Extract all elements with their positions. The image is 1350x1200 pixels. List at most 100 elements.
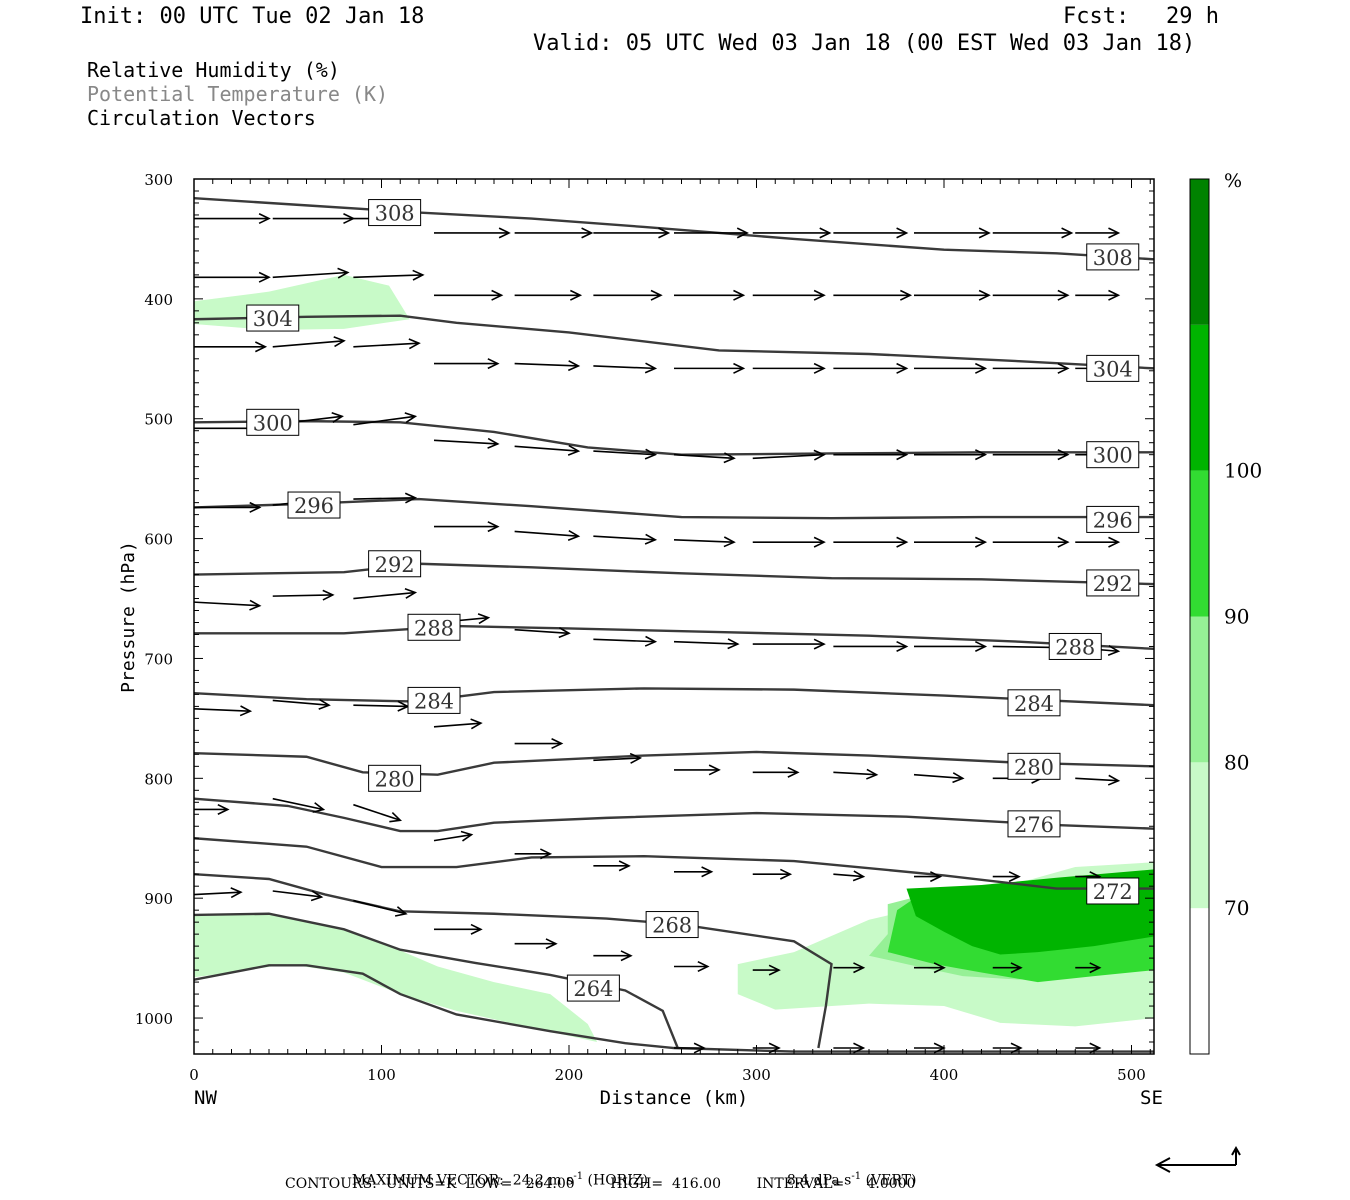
circulation-vector — [353, 492, 418, 504]
vector-head — [337, 267, 350, 279]
vector-shaft — [194, 707, 251, 712]
circulation-vector — [752, 638, 826, 650]
circulation-vector — [833, 870, 866, 882]
vector-head — [896, 362, 909, 374]
vector-head — [404, 587, 418, 599]
vector-head — [853, 962, 866, 974]
theta-contour-304 — [194, 314, 1154, 370]
circulation-vector — [593, 635, 658, 647]
vector-shaft — [673, 640, 738, 645]
circulation-vector — [272, 336, 346, 348]
theta-label-272-0: 272 — [1093, 880, 1133, 904]
circulation-vector — [353, 412, 418, 426]
vector-head — [896, 449, 909, 461]
colorbar-segment-1 — [1190, 762, 1209, 909]
max-vector-horizontal-unit: (HORIZ) — [587, 1172, 648, 1189]
x-axis-left-end-label: NW — [194, 1087, 217, 1109]
vector-shaft — [272, 340, 345, 348]
circulation-vector — [752, 362, 826, 374]
theta-label-box-296-1 — [1086, 505, 1140, 533]
legend-potential-temperature: Potential Temperature (K) — [87, 82, 389, 106]
vector-head — [1108, 289, 1121, 301]
vector-head — [249, 599, 262, 611]
theta-label-box-280-0 — [368, 764, 422, 792]
vector-head — [727, 638, 740, 650]
footer-max-vector-vertical: 8.4 dPa s-1 (VERT) — [778, 1158, 917, 1188]
circulation-vector — [752, 289, 826, 301]
circulation-vector — [514, 938, 558, 950]
vector-head — [723, 536, 736, 548]
circulation-vector — [433, 830, 474, 842]
theta-label-292-0: 292 — [375, 553, 415, 577]
theta-contour-284 — [194, 687, 1154, 707]
vector-head — [813, 449, 826, 461]
circulation-vector — [514, 738, 564, 750]
circulation-vector — [1075, 962, 1102, 974]
vector-head — [813, 362, 826, 374]
circulation-vector — [752, 868, 793, 880]
theta-label-box-292-1 — [1086, 569, 1140, 597]
circulation-vector — [194, 501, 262, 513]
forecast-hour-label: Fcst: — [1063, 4, 1130, 29]
vector-head — [974, 449, 988, 461]
theta-label-296-0: 296 — [294, 494, 334, 518]
vector-head — [498, 227, 511, 239]
circulation-vector — [514, 444, 581, 456]
circulation-vector — [514, 627, 571, 639]
theta-label-304-0: 304 — [253, 307, 293, 331]
vector-head — [768, 1042, 781, 1054]
vector-head — [813, 289, 826, 301]
theta-contour-292 — [194, 562, 1154, 586]
circulation-vector — [593, 752, 643, 764]
colorbar-level-label: 90 — [1224, 605, 1249, 629]
theta-label-box-264-0 — [566, 974, 620, 1002]
vector-shaft — [593, 450, 656, 456]
circulation-vector — [1075, 227, 1121, 239]
vector-head — [333, 336, 346, 348]
theta-label-280-0: 280 — [375, 767, 415, 791]
vector-shaft — [353, 497, 416, 500]
circulation-vector — [992, 449, 1070, 461]
vector-head — [852, 870, 866, 882]
circulation-vector — [514, 360, 581, 372]
vector-head — [974, 640, 988, 652]
vector-shaft — [593, 757, 641, 762]
vector-shaft — [593, 638, 656, 643]
vector-shaft — [194, 601, 260, 607]
vector-head — [974, 362, 988, 374]
y-tick-label: 800 — [144, 770, 173, 788]
circulation-vector — [434, 521, 500, 533]
circulation-vector — [353, 899, 408, 917]
vector-shaft — [593, 365, 656, 370]
colorbar-level-label: 100 — [1224, 459, 1262, 483]
vector-head — [733, 289, 746, 301]
vector-head — [491, 289, 504, 301]
circulation-vector — [353, 269, 425, 281]
footer-contours: CONTOURS: UNITS=K LOW= 264.00 HIGH= 416.… — [285, 1176, 916, 1192]
circulation-vector — [913, 772, 965, 784]
vector-head — [819, 227, 832, 239]
theta-label-box-288-0 — [407, 613, 461, 641]
vector-head — [1057, 536, 1070, 548]
theta-label-288-1: 288 — [1055, 635, 1095, 659]
circulation-vector — [593, 448, 658, 460]
vector-shaft — [353, 591, 416, 600]
colorbar-segment-0 — [1190, 908, 1209, 1054]
vector-shaft — [272, 594, 333, 597]
valid-time: Valid: 05 UTC Wed 03 Jan 18 (00 EST Wed … — [533, 31, 1196, 56]
vector-head — [217, 803, 230, 815]
theta-contour-280 — [194, 750, 1154, 776]
circulation-vector — [1075, 1042, 1102, 1054]
circulation-vector — [833, 449, 909, 461]
y-tick-label: 300 — [144, 171, 173, 189]
vector-head — [539, 848, 553, 860]
circulation-vector — [752, 536, 826, 548]
circulation-vector — [194, 705, 253, 717]
theta-label-box-308-0 — [368, 199, 422, 227]
circulation-vector — [674, 289, 746, 301]
theta-contour-308 — [194, 196, 1154, 261]
circulation-vector — [593, 289, 663, 301]
vector-head — [768, 964, 781, 976]
vector-head — [644, 635, 658, 647]
vector-head — [567, 360, 581, 372]
